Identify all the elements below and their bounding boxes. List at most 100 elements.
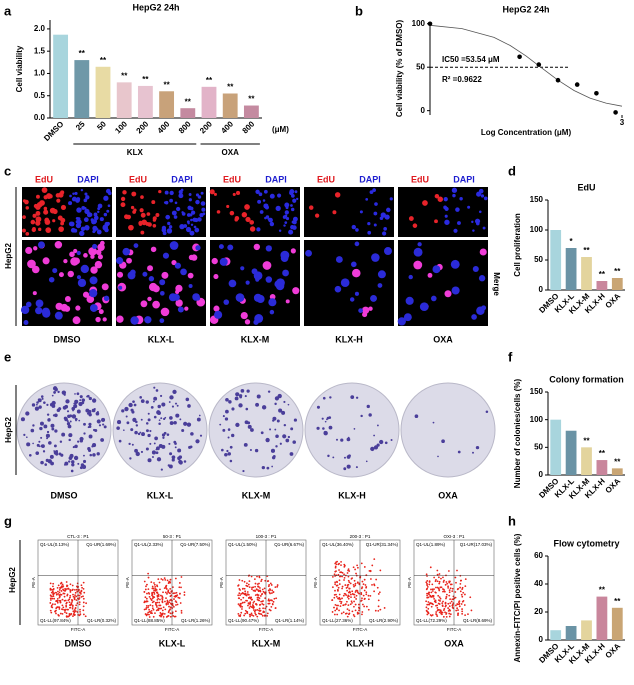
event (351, 601, 353, 604)
event (82, 581, 85, 584)
event (179, 592, 181, 595)
event (165, 586, 167, 589)
event (241, 591, 244, 594)
edu-cell (122, 190, 127, 195)
event (65, 602, 68, 605)
colony (155, 451, 159, 455)
colony (133, 403, 137, 407)
event (450, 583, 453, 586)
colony (229, 459, 233, 463)
edu-cell (245, 216, 251, 223)
event (247, 583, 250, 586)
dapi-cell (84, 192, 88, 196)
colony (292, 440, 296, 444)
significance-label: ** (142, 75, 149, 84)
merge-cell (83, 253, 88, 258)
bar (611, 278, 623, 290)
colony (414, 414, 419, 419)
colony (54, 387, 58, 392)
event (459, 586, 462, 589)
dapi-cell (75, 198, 80, 203)
event (260, 580, 263, 583)
dapi-cell (194, 227, 200, 233)
merge-cell (479, 248, 487, 256)
event (347, 568, 350, 571)
merge-cell (419, 302, 429, 312)
colony (37, 398, 42, 403)
colony (83, 432, 86, 435)
dapi-cell (452, 193, 456, 198)
dapi-cell (283, 224, 286, 227)
event (444, 583, 447, 586)
event (148, 592, 151, 595)
quadrant-label: Q1-LR(1.14%) (275, 618, 305, 623)
dapi-cell (93, 219, 98, 224)
colony (164, 416, 167, 419)
event (458, 600, 461, 603)
event (74, 591, 77, 594)
merge-cell (95, 249, 102, 256)
event (347, 613, 350, 616)
event (78, 598, 80, 601)
colony (171, 405, 175, 408)
dapi-cell (285, 216, 290, 221)
event (259, 603, 262, 606)
edu-cell (35, 210, 41, 216)
event (431, 583, 434, 586)
event (156, 592, 159, 595)
event (346, 596, 349, 598)
event (347, 575, 350, 578)
event (334, 609, 337, 612)
event (447, 570, 450, 572)
edu-cell (412, 223, 418, 228)
y-tick-label: 150 (530, 195, 544, 204)
event (167, 582, 170, 585)
event (180, 576, 183, 578)
merge-cell (97, 243, 105, 251)
merge-cell (52, 268, 58, 274)
bar (596, 460, 608, 475)
event (358, 609, 360, 612)
dapi-cell (372, 188, 377, 192)
event (71, 604, 74, 607)
significance-label: ** (79, 49, 86, 58)
event (156, 594, 159, 597)
event (252, 589, 255, 592)
edu-cell (151, 200, 156, 205)
merge-cell (244, 319, 251, 325)
dapi-cell (71, 197, 77, 202)
event (440, 577, 442, 580)
colony (346, 464, 351, 469)
event (55, 607, 58, 610)
axis-label: PE-A (31, 577, 36, 588)
dapi-cell (451, 187, 458, 193)
event (433, 576, 436, 579)
colony (132, 400, 135, 404)
event (349, 582, 352, 585)
event (373, 584, 376, 587)
event (451, 604, 454, 607)
colony (53, 450, 59, 455)
event (156, 585, 159, 588)
event (443, 607, 446, 610)
merge-cell (211, 257, 218, 265)
event (159, 588, 161, 591)
merge-cell (130, 316, 139, 325)
event (271, 603, 274, 606)
dapi-cell (197, 195, 202, 199)
event (249, 603, 251, 606)
event (59, 599, 62, 602)
colony (228, 400, 232, 404)
event (426, 575, 428, 577)
event (350, 596, 352, 599)
event (365, 586, 368, 589)
colony (346, 455, 351, 459)
colony (58, 452, 62, 456)
colony (31, 403, 36, 407)
bar (95, 66, 111, 118)
colony (68, 456, 73, 460)
colony (26, 436, 28, 439)
dapi-cell (278, 229, 282, 232)
colony (23, 433, 26, 437)
event (151, 601, 154, 604)
